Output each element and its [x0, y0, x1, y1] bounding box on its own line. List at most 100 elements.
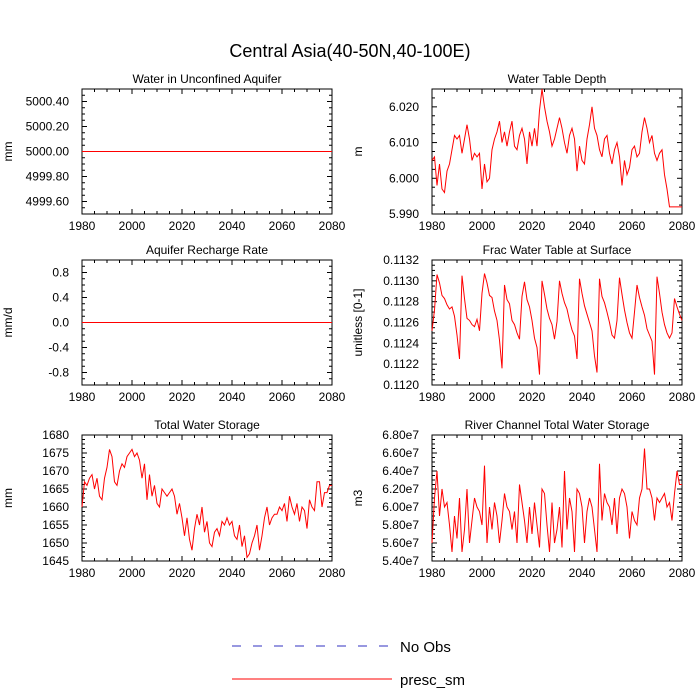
y-tick-label: 5.80e7	[382, 518, 419, 532]
x-tick-label: 2080	[669, 390, 696, 404]
y-tick-label: 0.4	[52, 291, 69, 305]
x-tick-label: 2040	[219, 219, 246, 233]
panel-title: Frac Water Table at Surface	[483, 243, 632, 257]
x-tick-label: 2060	[619, 390, 646, 404]
y-tick-label: 5000.40	[26, 95, 70, 109]
y-tick-label: 0.1130	[383, 274, 419, 288]
x-tick-label: 2040	[569, 390, 596, 404]
series-line-presc-sm	[431, 88, 682, 208]
y-tick-label: 1650	[42, 536, 69, 550]
x-tick-label: 2060	[619, 566, 646, 580]
panel-title: Aquifer Recharge Rate	[146, 243, 268, 257]
x-tick-label: 2060	[269, 566, 296, 580]
x-tick-label: 2060	[619, 219, 646, 233]
y-tick-label: -0.8	[48, 366, 69, 380]
x-tick-label: 2060	[269, 219, 296, 233]
y-tick-label: 0.1132	[383, 253, 419, 267]
y-axis-label: unitless [0-1]	[351, 288, 365, 356]
y-tick-label: 1660	[42, 500, 69, 514]
x-tick-label: 2020	[169, 566, 196, 580]
y-tick-label: 4999.60	[26, 195, 70, 209]
y-tick-label: 1665	[42, 482, 69, 496]
y-tick-label: 0.1122	[383, 357, 419, 371]
plot-frame	[81, 434, 333, 562]
y-tick-label: 1670	[42, 464, 69, 478]
x-tick-label: 2080	[319, 390, 346, 404]
chart-panel-5: Total Water Storage 1980 2000 2020 2040 2060 2…	[1, 418, 346, 580]
x-tick-label: 2000	[119, 566, 146, 580]
y-tick-label: 1675	[42, 446, 69, 460]
y-axis-label: mm/d	[1, 308, 15, 338]
y-tick-label: 5000.00	[26, 145, 70, 159]
y-tick-label: 0.1120	[383, 378, 419, 392]
y-tick-label: 6.000	[389, 171, 419, 185]
x-tick-label: 1980	[69, 566, 96, 580]
x-tick-label: 2040	[569, 219, 596, 233]
x-tick-label: 2080	[319, 566, 346, 580]
x-tick-label: 2000	[469, 566, 496, 580]
x-tick-label: 2000	[119, 219, 146, 233]
x-tick-label: 2060	[269, 390, 296, 404]
x-tick-label: 1980	[419, 566, 446, 580]
y-tick-label: 0.1126	[383, 316, 419, 330]
x-tick-label: 2040	[569, 566, 596, 580]
y-tick-label: 4999.80	[26, 170, 70, 184]
panel-title: River Channel Total Water Storage	[465, 418, 650, 432]
panel-title: Water in Unconfined Aquifer	[133, 72, 282, 86]
x-tick-label: 1980	[69, 219, 96, 233]
panel-title: Total Water Storage	[154, 418, 260, 432]
y-tick-label: 5.40e7	[382, 554, 419, 568]
series-line-presc-sm	[431, 448, 682, 553]
y-tick-label: 5.60e7	[382, 536, 419, 550]
x-tick-label: 2020	[169, 390, 196, 404]
x-tick-label: 2020	[519, 219, 546, 233]
chart-panel-2: Water Table Depth 1980 2000 2020 2040 2060 208…	[351, 72, 696, 233]
y-axis-label: m	[351, 147, 365, 157]
x-tick-label: 2020	[519, 566, 546, 580]
chart-panel-6: River Channel Total Water Storage 1980 200…	[351, 418, 696, 580]
x-tick-label: 2040	[219, 566, 246, 580]
legend: No Obs presc_sm	[232, 639, 465, 689]
x-tick-label: 2040	[219, 390, 246, 404]
legend-label-no-obs: No Obs	[400, 639, 451, 656]
y-tick-label: 0.8	[52, 266, 69, 280]
y-tick-label: 5.990	[389, 207, 419, 221]
y-tick-label: 0.1128	[383, 295, 419, 309]
y-axis-label: mm	[1, 142, 15, 162]
series-line-presc-sm	[81, 448, 332, 559]
y-tick-label: 6.40e7	[382, 464, 419, 478]
panel-title: Water Table Depth	[508, 72, 607, 86]
y-tick-label: 6.60e7	[382, 446, 419, 460]
x-tick-label: 2000	[119, 390, 146, 404]
x-tick-label: 2080	[319, 219, 346, 233]
x-tick-label: 2080	[669, 566, 696, 580]
plot-frame	[431, 88, 683, 215]
x-tick-label: 2020	[519, 390, 546, 404]
y-tick-label: 1655	[42, 518, 69, 532]
y-tick-label: 1680	[42, 428, 69, 442]
y-tick-label: 6.80e7	[382, 428, 419, 442]
x-tick-label: 2000	[469, 219, 496, 233]
y-tick-label: 0.0	[52, 316, 69, 330]
y-axis-label: mm	[1, 488, 15, 508]
y-tick-label: 6.00e7	[382, 500, 419, 514]
chart-panel-4: Frac Water Table at Surface 1980 2000 2020 2…	[351, 243, 696, 404]
legend-label-presc-sm: presc_sm	[400, 672, 465, 689]
series-line-presc-sm	[431, 273, 683, 375]
chart-panel-1: Water in Unconfined Aquifer 1980 2000 2020 2…	[1, 72, 346, 233]
x-tick-label: 1980	[419, 219, 446, 233]
x-tick-label: 2000	[469, 390, 496, 404]
chart-panel-3: Aquifer Recharge Rate 1980 2000 2020 2040 206…	[1, 243, 346, 404]
y-tick-label: 1645	[42, 554, 69, 568]
y-tick-label: -0.4	[48, 341, 69, 355]
x-tick-label: 2080	[669, 219, 696, 233]
y-tick-label: 6.20e7	[382, 482, 419, 496]
figure-title: Central Asia(40-50N,40-100E)	[229, 41, 470, 61]
y-axis-label: m3	[351, 489, 365, 506]
y-tick-label: 5000.20	[26, 120, 70, 134]
x-tick-label: 2020	[169, 219, 196, 233]
y-tick-label: 6.020	[389, 100, 419, 114]
x-tick-label: 1980	[69, 390, 96, 404]
y-tick-label: 6.010	[389, 136, 419, 150]
